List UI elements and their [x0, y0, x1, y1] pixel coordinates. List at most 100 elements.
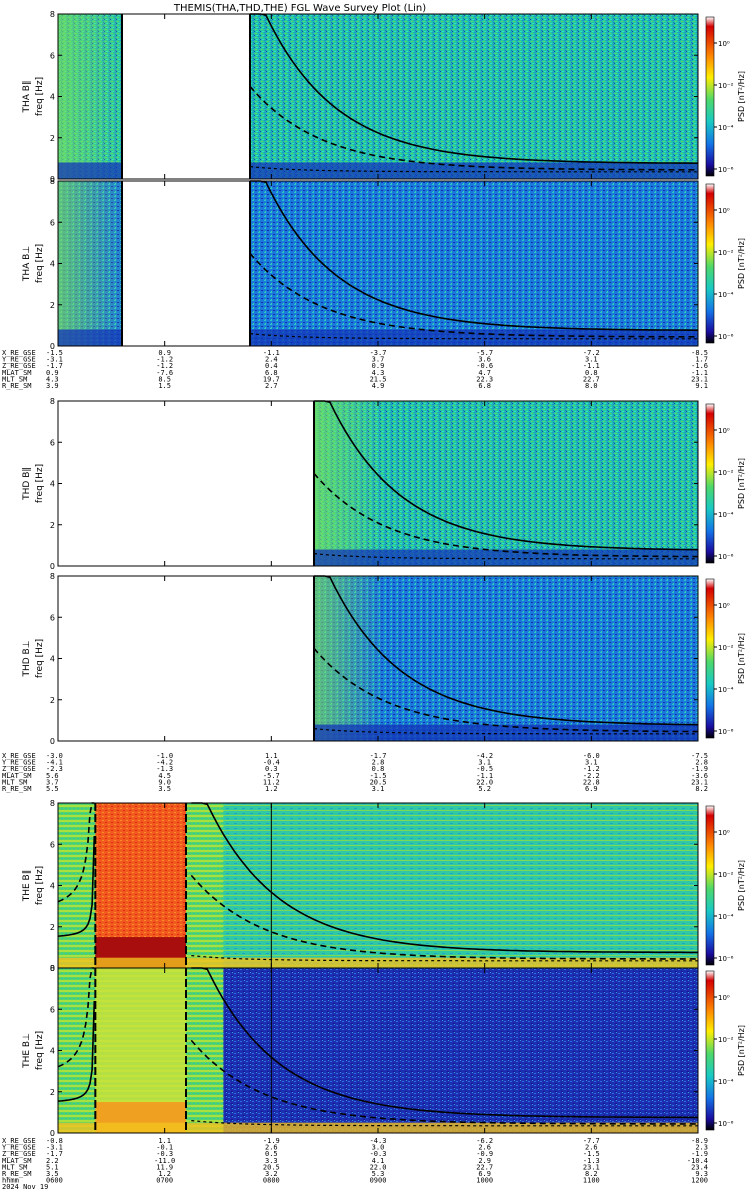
ephemeris-value: -1.1	[476, 772, 493, 780]
gyrofrequency-line	[57, 835, 96, 937]
ephemeris-table: X_RE_GSE -3.0 -1.0 1.1 -1.7 -4.2 -6.0 -7.5 Y_RE_…	[2, 752, 708, 793]
panel-label: THE B‖	[22, 870, 32, 903]
ephemeris-value: 0.3	[265, 765, 278, 773]
ephemeris-value: -3.0	[46, 752, 63, 760]
spectrogram-early-enhancement	[58, 181, 128, 346]
colorbar-tick-label: 10⁻²	[718, 644, 734, 652]
ephemeris-value: -4.2	[156, 759, 173, 767]
ephemeris-row-name: X_RE_GSE	[2, 752, 36, 760]
ephemeris-value: 3.0	[372, 1144, 385, 1152]
gyrofrequency-line	[57, 1000, 96, 1102]
ephemeris-value: 22.0	[476, 778, 493, 786]
colorbar-tick-label: 10⁰	[718, 427, 730, 435]
colorbar-label: PSD [nT²/Hz]	[737, 71, 746, 122]
panel-label: THA B‖	[22, 81, 32, 114]
ephemeris-value: -1.5	[370, 772, 387, 780]
colorbar	[705, 16, 715, 177]
colorbar-tick-label: 10⁻²	[718, 82, 734, 90]
ephemeris-row-name: MLT_SM	[2, 1163, 27, 1171]
y-tick-label: 8	[50, 964, 55, 973]
colorbar	[705, 970, 715, 1131]
ephemeris-value: -1.7	[370, 752, 387, 760]
ephemeris-value: -5.7	[263, 772, 280, 780]
ephemeris-row-name: Y_RE_GSE	[2, 356, 36, 364]
ephemeris-value: 23.4	[691, 1163, 708, 1171]
ephemeris-row-name: Y_RE_GSE	[2, 1144, 36, 1152]
ephemeris-value: 22.7	[476, 1163, 493, 1171]
ephemeris-value: 0700	[156, 1177, 173, 1185]
half-gyrofrequency-line	[313, 472, 698, 558]
ephemeris-value: -1.1	[263, 349, 280, 357]
ephemeris-value: -0.8	[46, 1137, 63, 1145]
ephemeris-value: 0.8	[372, 765, 385, 773]
ephemeris-value: 8.5	[158, 375, 171, 383]
ephemeris-row-name: MLT_SM	[2, 778, 27, 786]
ephemeris-value: 1.5	[158, 382, 171, 390]
ephemeris-value: -0.4	[263, 759, 280, 767]
ephemeris-value: 0600	[46, 1177, 63, 1185]
y-axis-label: freq [Hz]	[35, 639, 45, 678]
colorbar-label: PSD [nT²/Hz]	[737, 238, 746, 289]
ephemeris-value: -0.6	[476, 362, 493, 370]
ephemeris-value: 2.4	[265, 356, 278, 364]
ephemeris-value: 2.3	[695, 1144, 708, 1152]
half-gyrofrequency-line	[190, 874, 698, 960]
y-tick-label: 2	[50, 923, 55, 932]
colorbar	[705, 183, 715, 344]
ephemeris-value: 23.1	[583, 1163, 600, 1171]
colorbar-tick-label: 10⁻²	[718, 1036, 734, 1044]
ephemeris-value: 5.6	[46, 772, 59, 780]
ephemeris-row-name: R_RE_SM	[2, 382, 32, 390]
ephemeris-value: 2.6	[265, 1144, 278, 1152]
y-tick-label: 2	[50, 521, 55, 530]
ephemeris-value: 1.7	[695, 356, 708, 364]
colorbar	[705, 805, 715, 966]
spectrogram-panel: 0 2 4 6 8 THE B⊥ freq [Hz] 10⁰ 10⁻² 10⁻⁴ 10⁻⁶ PSD […	[22, 964, 746, 1138]
ephemeris-value: -1.9	[691, 765, 708, 773]
y-tick-label: 0	[50, 175, 55, 184]
ephemeris-value: -5.7	[476, 349, 493, 357]
ephemeris-value: -0.5	[476, 765, 493, 773]
ephemeris-value: 8.2	[695, 785, 708, 793]
y-tick-label: 2	[50, 134, 55, 143]
ephemeris-value: 1200	[691, 1177, 708, 1185]
ephemeris-value: -1.7	[46, 1150, 63, 1158]
spectrogram-panel: 0 2 4 6 8 THA B⊥ freq [Hz] 10⁰ 10⁻² 10⁻⁴ 10⁻⁶ PSD […	[22, 177, 746, 351]
data-gap	[122, 181, 250, 346]
ephemeris-value: -8.9	[691, 1137, 708, 1145]
ephemeris-value: 23.1	[691, 778, 708, 786]
y-axis-label: freq [Hz]	[35, 77, 45, 116]
low-frequency-line	[249, 166, 698, 173]
ephemeris-value: 5.3	[372, 1170, 385, 1178]
ephemeris-value: -4.3	[370, 1137, 387, 1145]
colorbar-label: PSD [nT²/Hz]	[737, 458, 746, 509]
ephemeris-value: -7.6	[156, 369, 173, 377]
ephemeris-value: 3.7	[46, 778, 59, 786]
low-frequency-line	[249, 333, 698, 340]
ephemeris-value: 6.9	[478, 1170, 491, 1178]
ephemeris-value: 0900	[370, 1177, 387, 1185]
ephemeris-value: 4.5	[158, 772, 171, 780]
y-axis-label: freq [Hz]	[35, 1031, 45, 1070]
ephemeris-value: -1.1	[583, 362, 600, 370]
ephemeris-row-name: hhmm	[2, 1177, 19, 1185]
ephemeris-value: 19.7	[263, 375, 280, 383]
spectrogram-early-enhancement	[314, 576, 384, 741]
ephemeris-row-name: Z_RE_GSE	[2, 362, 36, 370]
ephemeris-value: -1.3	[583, 1157, 600, 1165]
ephemeris-value: 6.8	[265, 369, 278, 377]
ephemeris-value: 20.5	[263, 1163, 280, 1171]
low-frequency-line	[191, 1120, 698, 1127]
ephemeris-value: -3.7	[370, 349, 387, 357]
y-tick-label: 8	[50, 799, 55, 808]
ephemeris-row-name: Y_RE_GSE	[2, 759, 36, 767]
ephemeris-value: 2.6	[478, 1144, 491, 1152]
y-tick-label: 6	[50, 613, 55, 622]
y-tick-label: 4	[50, 882, 55, 891]
ephemeris-row-name: MLAT_SM	[2, 1157, 32, 1165]
y-axis-label: freq [Hz]	[35, 464, 45, 503]
colorbar-tick-label: 10⁻⁴	[718, 1078, 734, 1086]
y-tick-label: 0	[50, 737, 55, 746]
low-frequency-line	[313, 728, 698, 735]
